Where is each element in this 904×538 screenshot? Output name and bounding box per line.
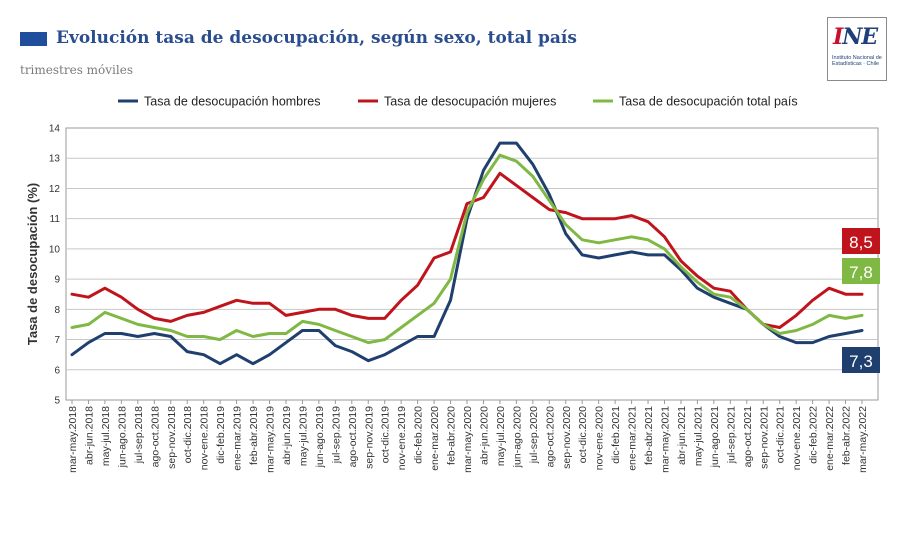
end-value-box-3 xyxy=(842,258,880,284)
x-tick-label: dic-feb.2022 xyxy=(808,406,820,464)
x-tick-label: ene-mar.2019 xyxy=(232,406,244,471)
x-tick-label: jul-sep.2020 xyxy=(528,406,540,464)
y-tick-label: 10 xyxy=(49,244,61,255)
y-tick-label: 8 xyxy=(54,305,60,316)
x-tick-label: nov-ene.2018 xyxy=(199,406,211,470)
logo-institution: Instituto Nacional de Estadísticas · Chi… xyxy=(832,55,882,67)
y-tick-label: 13 xyxy=(49,154,61,165)
x-tick-label: jul-sep.2018 xyxy=(133,406,145,464)
x-tick-label: mar-may.2021 xyxy=(660,406,672,473)
series-line-1 xyxy=(70,141,864,366)
x-tick-label: mar-may.2019 xyxy=(265,406,277,473)
end-value-label-3: 7,8 xyxy=(849,263,873,282)
x-tick-label: ago-oct.2020 xyxy=(544,406,556,467)
y-tick-label: 11 xyxy=(50,214,61,225)
x-tick-label: jun-ago.2019 xyxy=(314,406,326,468)
x-tick-label: abr-jun.2020 xyxy=(478,406,490,465)
x-tick-label: sep-nov.2021 xyxy=(758,406,770,469)
y-tick-label: 5 xyxy=(54,396,60,407)
x-tick-label: oct-dic.2021 xyxy=(775,406,787,463)
x-tick-label: mar-may.2022 xyxy=(857,406,869,473)
end-value-label-2: 8,5 xyxy=(849,233,873,252)
x-tick-label: jun-ago.2020 xyxy=(511,406,523,468)
x-tick-label: dic-feb.2019 xyxy=(215,406,227,464)
x-tick-label: feb-abr.2021 xyxy=(643,406,655,465)
y-tick-label: 12 xyxy=(49,184,61,195)
y-tick-label: 9 xyxy=(54,275,60,286)
chart-title: Evolución tasa de desocupación, según se… xyxy=(56,28,577,48)
legend-label-3: Tasa de desocupación total país xyxy=(619,95,798,109)
x-tick-label: abr-jun.2018 xyxy=(83,406,95,465)
x-tick-label: may-jul.2020 xyxy=(495,406,507,466)
chart-subtitle: trimestres móviles xyxy=(20,63,133,77)
end-value-box-2 xyxy=(842,228,880,254)
x-tick-label: nov-ene.2020 xyxy=(594,406,606,470)
x-tick-label: abr-jun.2019 xyxy=(281,406,293,465)
x-tick-label: ago-oct.2019 xyxy=(347,406,359,467)
end-value-box-1 xyxy=(842,347,880,373)
series-line-3 xyxy=(70,153,864,345)
x-tick-label: ene-mar.2022 xyxy=(824,406,836,471)
x-tick-label: feb-abr.2020 xyxy=(446,406,458,465)
series-line-2 xyxy=(70,171,864,329)
x-tick-label: jul-sep.2019 xyxy=(330,406,342,464)
x-tick-label: dic-feb.2021 xyxy=(610,406,622,464)
x-tick-label: nov-ene.2021 xyxy=(791,406,803,470)
x-tick-label: ago-oct.2018 xyxy=(149,406,161,467)
x-tick-label: feb-abr.2019 xyxy=(248,406,260,465)
x-tick-label: mar-may.2020 xyxy=(462,406,474,473)
end-value-label-1: 7,3 xyxy=(849,352,873,371)
x-tick-label: ago-oct.2021 xyxy=(742,406,754,467)
x-tick-label: may-jul.2018 xyxy=(100,406,112,466)
plot-frame xyxy=(65,127,879,401)
x-tick-label: oct-dic.2020 xyxy=(577,406,589,463)
x-tick-label: oct-dic.2018 xyxy=(182,406,194,463)
x-tick-label: feb-abr.2022 xyxy=(841,406,853,465)
x-tick-label: jun-ago.2021 xyxy=(709,406,721,468)
x-tick-label: sep-nov.2019 xyxy=(363,406,375,469)
x-tick-label: ene-mar.2021 xyxy=(627,406,639,471)
x-tick-label: may-jul.2021 xyxy=(692,406,704,466)
y-axis-label: Tasa de desocupación (%) xyxy=(25,183,40,345)
logo-wordmark: INE xyxy=(833,24,878,50)
x-tick-label: may-jul.2019 xyxy=(297,406,309,466)
x-tick-label: ene-mar.2020 xyxy=(429,406,441,471)
y-tick-label: 14 xyxy=(49,124,61,135)
x-tick-label: dic-feb.2020 xyxy=(413,406,425,464)
x-tick-label: jun-ago.2018 xyxy=(116,406,128,468)
ine-logo: INE Instituto Nacional de Estadísticas ·… xyxy=(827,17,887,81)
x-tick-label: oct-dic.2019 xyxy=(380,406,392,463)
x-tick-label: jul-sep.2021 xyxy=(725,406,737,464)
legend-label-1: Tasa de desocupación hombres xyxy=(144,95,321,109)
y-tick-label: 7 xyxy=(54,335,60,346)
y-tick-label: 6 xyxy=(54,365,60,376)
x-tick-label: sep-nov.2020 xyxy=(561,406,573,469)
x-tick-label: mar-may.2018 xyxy=(67,406,79,473)
x-tick-label: sep-nov.2018 xyxy=(166,406,178,469)
legend-label-2: Tasa de desocupación mujeres xyxy=(384,95,556,109)
x-tick-label: abr-jun.2021 xyxy=(676,406,688,465)
title-marker xyxy=(20,32,47,46)
x-tick-label: nov-ene.2019 xyxy=(396,406,408,470)
